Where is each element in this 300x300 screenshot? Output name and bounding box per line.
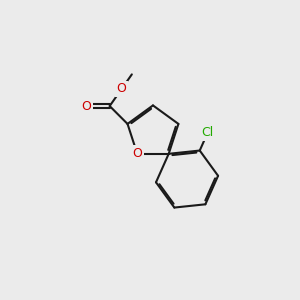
Text: Cl: Cl	[202, 126, 214, 140]
Text: O: O	[117, 82, 127, 95]
Text: O: O	[81, 100, 91, 112]
Text: O: O	[132, 147, 142, 160]
